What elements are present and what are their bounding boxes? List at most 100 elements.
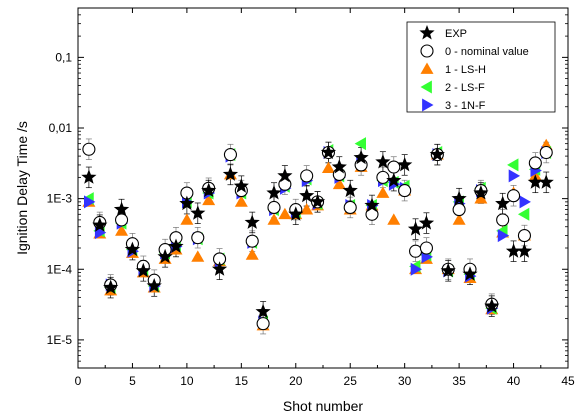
data-point-star [168,238,184,253]
data-point-star [538,174,554,189]
data-point-circle-open [452,203,466,217]
data-point-star [440,262,456,278]
legend-box [406,21,556,113]
legend: EXP 0 - nominal value 1 - LS-H 2 - LS-F 3 - … [406,21,556,113]
data-point-circle-open [398,184,412,198]
data-point-star [190,205,206,220]
x-tick-label: 25 [344,374,358,388]
data-point-circle-open [343,200,357,215]
x-tick-label: 45 [561,374,575,388]
data-point-circle-open [528,156,542,170]
y-tick-label: 1E-3 [47,192,73,206]
data-point-circle-open [517,229,531,243]
data-point-star [418,215,435,230]
data-point-triangle-up [332,177,346,190]
legend-marker [422,98,434,112]
data-point-circle-open [256,317,270,331]
x-tick-label: 35 [452,374,466,388]
data-point-triangle-right [508,169,521,183]
data-point-star [81,169,97,184]
data-point-triangle-up [234,195,248,207]
data-point-triangle-up [278,207,292,220]
data-point-triangle-up [321,161,335,174]
error-bars-layer [85,138,550,335]
x-tick-label: 15 [235,374,249,388]
legend-marker [420,62,434,74]
data-point-star [397,156,413,172]
data-point-star [211,261,228,276]
data-point-circle-open [223,148,237,162]
x-tick-label: 10 [180,374,194,388]
markers-layer [81,137,554,331]
legend-label: 1 - LS-H [445,64,486,76]
legend-marker [419,25,435,40]
data-point-star [353,149,369,165]
y-tick-label: 0,1 [55,50,72,64]
data-point-star [495,195,511,211]
data-point-triangle-right [410,262,423,276]
data-point-star [244,214,260,229]
data-point-star [201,182,217,198]
data-point-star [484,298,500,313]
x-axis-label: Shot number [283,398,363,414]
data-point-star [516,243,533,258]
y-axis-label: Ignition Delay Time /s [14,121,30,255]
data-point-triangle-up [387,213,401,225]
axis-layer: 0 5 10 15 20 25 30 35 40 45 1E-5 1E-4 1E-3 0,01 0,1 [47,8,575,388]
data-point-triangle-right [497,229,510,243]
data-point-star [222,166,239,181]
data-point-triangle-up [267,213,281,225]
data-point-star [429,146,445,162]
data-point-circle-open [507,189,521,203]
data-point-star [386,172,402,188]
data-point-triangle-left [507,158,519,172]
data-point-star [266,185,282,200]
data-point-circle-open [191,231,205,245]
data-point-star [233,178,249,193]
x-tick-label: 40 [507,374,521,388]
y-tick-label: 1E-4 [47,262,73,276]
data-point-star [103,279,119,295]
x-tick-label: 0 [75,374,82,388]
data-point-triangle-right [519,195,531,209]
data-point-triangle-up [376,186,390,198]
data-point-circle-open [245,234,259,248]
data-point-triangle-up [474,192,488,204]
data-point-circle-open [539,145,553,160]
data-point-triangle-up [180,213,194,225]
data-point-triangle-up [202,193,216,206]
data-point-star [124,241,141,256]
legend-marker [420,44,434,58]
data-point-star [179,195,195,211]
data-point-star [473,185,489,200]
y-tick-label: 0,01 [49,121,73,135]
data-point-star [92,217,108,232]
data-point-triangle-up [300,203,314,215]
data-point-star [462,266,478,281]
data-point-star [375,154,391,169]
data-point-circle-open [278,177,292,191]
x-tick-label: 30 [398,374,412,388]
data-point-triangle-left [354,137,366,151]
data-point-star [255,303,271,319]
x-tick-label: 20 [289,374,303,388]
data-point-triangle-up [452,213,466,225]
legend-label: 2 - LS-F [445,82,485,94]
data-point-star [288,206,304,221]
y-tick-label: 1E-5 [47,333,73,347]
data-point-star [135,262,151,278]
data-point-star [320,144,337,159]
data-point-triangle-up [115,224,129,236]
data-point-star [407,221,424,236]
data-point-circle-open [376,170,390,184]
legend-marker [420,80,432,94]
data-point-star [342,182,358,198]
data-point-star [113,201,130,216]
data-point-star [309,193,326,209]
data-point-circle-open [82,142,96,156]
data-point-circle-open [300,169,314,183]
data-point-star [527,174,543,189]
data-point-triangle-up [245,248,259,260]
data-point-star [331,159,347,174]
